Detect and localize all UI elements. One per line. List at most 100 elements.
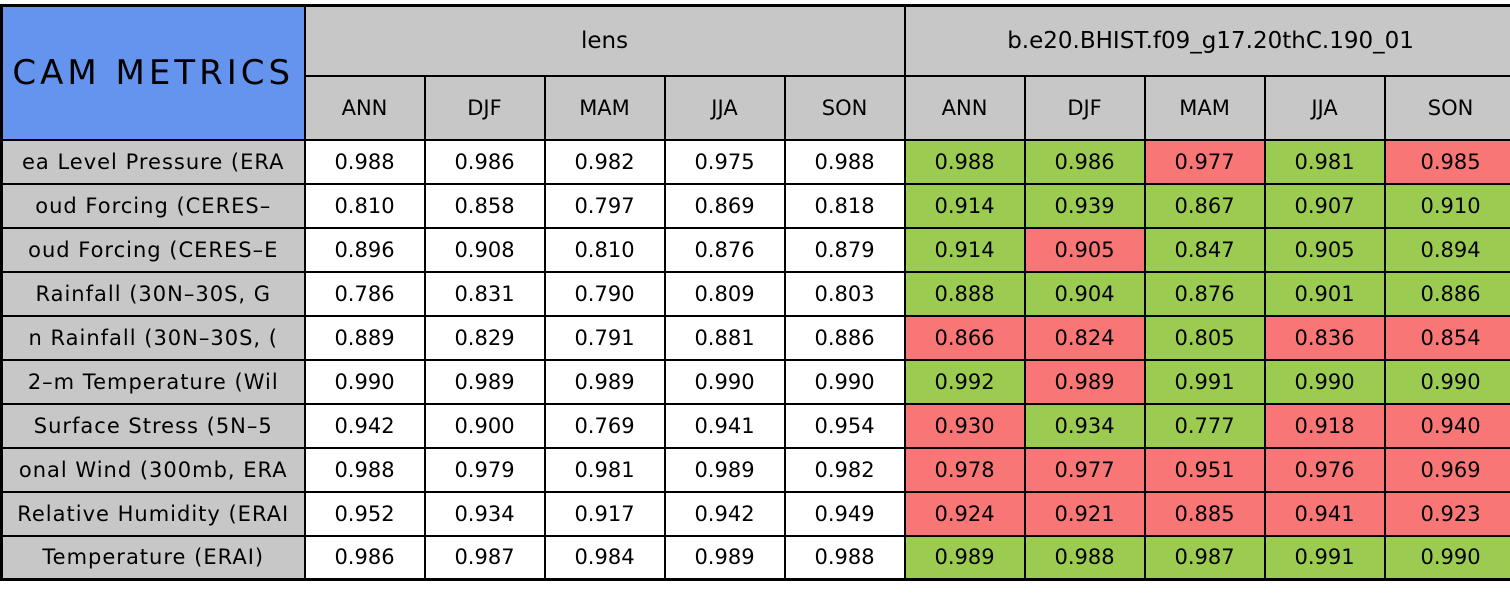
season-header: SON (783, 74, 906, 141)
row-label: oud Forcing (CERES– (0, 182, 306, 229)
lens-value-cell: 0.986 (423, 138, 546, 185)
metric-row: ea Level Pressure (ERA 0.988 0.986 0.982… (0, 138, 1510, 185)
lens-value-cell: 0.786 (303, 270, 426, 317)
lens-value-cell: 0.982 (543, 138, 666, 185)
lens-value-cell: 0.942 (303, 402, 426, 449)
case-value-cell: 0.921 (1023, 490, 1146, 537)
lens-value-cell: 0.949 (783, 490, 906, 537)
lens-value-cell: 0.831 (423, 270, 546, 317)
row-label: Surface Stress (5N–5 (0, 402, 306, 449)
metric-row: n Rainfall (30N–30S, ( 0.889 0.829 0.791… (0, 314, 1510, 361)
case-value-cell: 0.977 (1023, 446, 1146, 493)
case-value-cell: 0.914 (903, 226, 1026, 273)
case-value-cell: 0.923 (1383, 490, 1510, 537)
case-value-cell: 0.930 (903, 402, 1026, 449)
row-label: 2–m Temperature (Wil (0, 358, 306, 405)
case-value-cell: 0.901 (1263, 270, 1386, 317)
lens-value-cell: 0.987 (423, 534, 546, 581)
lens-value-cell: 0.869 (663, 182, 786, 229)
lens-value-cell: 0.988 (783, 138, 906, 185)
case-value-cell: 0.824 (1023, 314, 1146, 361)
case-value-cell: 0.876 (1143, 270, 1266, 317)
lens-value-cell: 0.886 (783, 314, 906, 361)
case-value-cell: 0.977 (1143, 138, 1266, 185)
lens-value-cell: 0.989 (543, 358, 666, 405)
lens-value-cell: 0.988 (303, 138, 426, 185)
lens-value-cell: 0.942 (663, 490, 786, 537)
row-label: onal Wind (300mb, ERA (0, 446, 306, 493)
cam-metrics-table: CAM METRICS lens b.e20.BHIST.f09_g17.20t… (0, 4, 1510, 581)
case-value-cell: 0.988 (903, 138, 1026, 185)
case-value-cell: 0.836 (1263, 314, 1386, 361)
lens-value-cell: 0.982 (783, 446, 906, 493)
case-value-cell: 0.914 (903, 182, 1026, 229)
lens-value-cell: 0.988 (783, 534, 906, 581)
season-header: JJA (663, 74, 786, 141)
corner-title-cell: CAM METRICS (0, 4, 306, 141)
lens-value-cell: 0.810 (543, 226, 666, 273)
lens-value-cell: 0.803 (783, 270, 906, 317)
case-value-cell: 0.847 (1143, 226, 1266, 273)
case-value-cell: 0.805 (1143, 314, 1266, 361)
lens-value-cell: 0.879 (783, 226, 906, 273)
case-value-cell: 0.924 (903, 490, 1026, 537)
lens-value-cell: 0.858 (423, 182, 546, 229)
season-header-row: ANN DJF MAM JJA SON ANN DJF MAM JJA SON (2, 74, 1510, 141)
season-header: DJF (423, 74, 546, 141)
case-value-cell: 0.988 (1023, 534, 1146, 581)
lens-value-cell: 0.917 (543, 490, 666, 537)
season-header: MAM (1143, 74, 1266, 141)
lens-value-cell: 0.818 (783, 182, 906, 229)
case-value-cell: 0.951 (1143, 446, 1266, 493)
case-value-cell: 0.989 (903, 534, 1026, 581)
case-value-cell: 0.905 (1023, 226, 1146, 273)
case-value-cell: 0.867 (1143, 182, 1266, 229)
row-label: oud Forcing (CERES–E (0, 226, 306, 273)
case-value-cell: 0.941 (1263, 490, 1386, 537)
row-label: ea Level Pressure (ERA (0, 138, 306, 185)
case-value-cell: 0.986 (1023, 138, 1146, 185)
lens-value-cell: 0.790 (543, 270, 666, 317)
lens-value-cell: 0.952 (303, 490, 426, 537)
metric-row: Surface Stress (5N–5 0.942 0.900 0.769 0… (0, 402, 1510, 449)
group-header-lens: lens (303, 4, 906, 77)
case-value-cell: 0.904 (1023, 270, 1146, 317)
case-value-cell: 0.885 (1143, 490, 1266, 537)
lens-value-cell: 0.889 (303, 314, 426, 361)
case-value-cell: 0.866 (903, 314, 1026, 361)
case-value-cell: 0.978 (903, 446, 1026, 493)
case-value-cell: 0.989 (1023, 358, 1146, 405)
case-value-cell: 0.886 (1383, 270, 1510, 317)
metric-row: Temperature (ERAI) 0.986 0.987 0.984 0.9… (0, 534, 1510, 581)
lens-value-cell: 0.989 (663, 534, 786, 581)
case-value-cell: 0.905 (1263, 226, 1386, 273)
case-value-cell: 0.777 (1143, 402, 1266, 449)
lens-value-cell: 0.979 (423, 446, 546, 493)
case-value-cell: 0.888 (903, 270, 1026, 317)
case-value-cell: 0.990 (1263, 358, 1386, 405)
case-value-cell: 0.934 (1023, 402, 1146, 449)
lens-value-cell: 0.989 (423, 358, 546, 405)
case-value-cell: 0.987 (1143, 534, 1266, 581)
season-header: ANN (903, 74, 1026, 141)
lens-value-cell: 0.990 (663, 358, 786, 405)
lens-value-cell: 0.989 (663, 446, 786, 493)
metric-row: Rainfall (30N–30S, G 0.786 0.831 0.790 0… (0, 270, 1510, 317)
lens-value-cell: 0.896 (303, 226, 426, 273)
lens-value-cell: 0.797 (543, 182, 666, 229)
lens-value-cell: 0.791 (543, 314, 666, 361)
lens-value-cell: 0.908 (423, 226, 546, 273)
lens-value-cell: 0.986 (303, 534, 426, 581)
group-header-row: CAM METRICS lens b.e20.BHIST.f09_g17.20t… (0, 4, 1510, 141)
case-value-cell: 0.940 (1383, 402, 1510, 449)
lens-value-cell: 0.809 (663, 270, 786, 317)
lens-value-cell: 0.876 (663, 226, 786, 273)
lens-value-cell: 0.829 (423, 314, 546, 361)
lens-value-cell: 0.984 (543, 534, 666, 581)
lens-value-cell: 0.981 (543, 446, 666, 493)
metric-row: 2–m Temperature (Wil 0.990 0.989 0.989 0… (0, 358, 1510, 405)
season-header: MAM (543, 74, 666, 141)
case-value-cell: 0.939 (1023, 182, 1146, 229)
case-value-cell: 0.985 (1383, 138, 1510, 185)
